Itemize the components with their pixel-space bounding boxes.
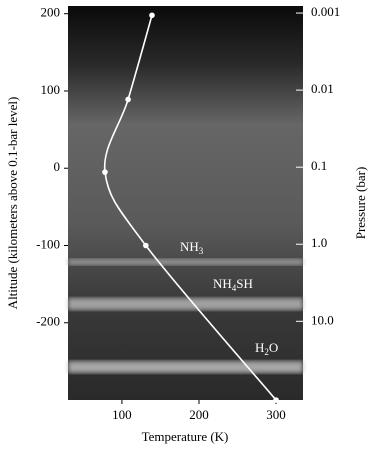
cloud-layer-label: H2O [255, 340, 278, 357]
data-point [102, 169, 108, 175]
data-point [149, 12, 155, 19]
label-part: H [255, 340, 264, 355]
label-part: NH [180, 239, 199, 254]
data-point [143, 242, 149, 249]
label-part: SH [236, 276, 253, 291]
y2-axis-title: Pressure (bar) [353, 167, 368, 240]
y-tick-label: -100 [36, 236, 60, 251]
y-tick-label: 0 [54, 159, 61, 174]
x-tick-label: 100 [112, 407, 132, 422]
subscript: 4 [232, 283, 237, 293]
y-axis-title: Altitude (kilometers above 0.1-bar level… [5, 97, 20, 310]
temperature-profile [103, 15, 277, 401]
label-part: O [269, 340, 278, 355]
y-tick-label: 100 [41, 82, 61, 97]
background [68, 6, 303, 400]
y2-tick-label: 0.01 [311, 81, 334, 96]
y-tick-label: -200 [36, 314, 60, 329]
cloud-layer-label: NH3 [180, 239, 204, 256]
y2-tick-label: 0.1 [311, 158, 327, 173]
y2-tick-label: 1.0 [311, 235, 327, 250]
label-part: NH [213, 276, 232, 291]
subscript: 2 [264, 347, 269, 357]
subscript: 3 [199, 246, 204, 256]
cloud-layer-label: NH4SH [213, 276, 253, 293]
x-tick-label: 300 [266, 407, 286, 422]
x-tick-label: 200 [189, 407, 209, 422]
data-point [273, 397, 279, 403]
y-tick-label: 200 [41, 5, 61, 20]
data-point [125, 96, 131, 103]
y2-tick-label: 0.001 [311, 4, 340, 19]
x-axis-title: Temperature (K) [142, 429, 229, 444]
y2-tick-label: 10.0 [311, 312, 334, 327]
